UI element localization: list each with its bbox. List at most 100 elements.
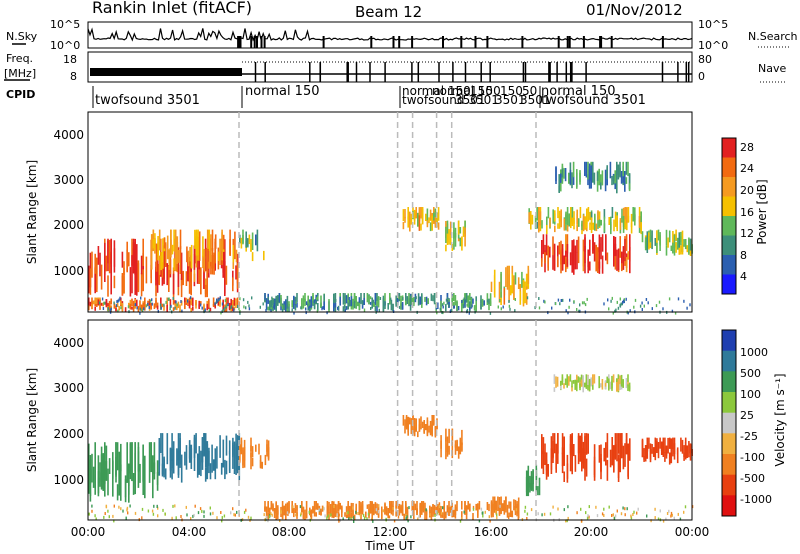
heat-cell <box>563 218 566 231</box>
nave-tick-bottom: 0 <box>698 70 705 83</box>
heat-cell <box>569 374 572 382</box>
heat-cell <box>628 183 631 192</box>
freq-dense-band <box>90 68 242 76</box>
heat-cell <box>113 519 115 523</box>
heat-cell <box>202 255 204 269</box>
heat-cell <box>465 505 468 514</box>
heat-cell <box>158 255 161 272</box>
heat-cell <box>461 501 463 510</box>
heat-cell <box>105 504 107 508</box>
heat-cell <box>293 295 295 309</box>
heat-cell <box>429 222 432 232</box>
heat-cell <box>345 295 348 304</box>
heat-cell <box>657 229 660 241</box>
heat-cell <box>464 501 466 510</box>
heat-cell <box>117 309 119 313</box>
heat-cell <box>328 299 330 312</box>
heat-cell <box>539 211 542 226</box>
heat-cell <box>418 207 421 221</box>
heat-cell <box>206 447 209 480</box>
heat-cell <box>275 501 277 514</box>
heat-cell <box>436 311 438 315</box>
heat-cell <box>366 517 368 521</box>
heat-cell <box>651 230 653 250</box>
heat-cell <box>638 207 641 223</box>
heat-cell <box>517 504 520 515</box>
heat-cell <box>144 455 146 499</box>
heat-cell <box>156 305 159 310</box>
heat-cell <box>220 511 222 514</box>
heat-cell <box>537 512 539 516</box>
heat-cell <box>502 305 504 309</box>
heat-cell <box>547 311 549 315</box>
heat-cell <box>589 212 591 220</box>
heat-cell <box>227 303 229 307</box>
heat-cell <box>421 501 423 511</box>
heat-cell <box>557 433 559 454</box>
heat-cell <box>624 171 626 192</box>
heat-cell <box>134 254 136 295</box>
heat-cell <box>197 511 200 515</box>
heat-cell <box>648 437 650 449</box>
heat-cell <box>407 207 409 220</box>
heat-cell <box>126 442 128 483</box>
heat-cell <box>579 383 581 391</box>
heat-cell <box>369 301 372 305</box>
heat-cell <box>678 242 681 255</box>
heat-cell <box>446 293 449 302</box>
heat-cell <box>92 300 95 305</box>
heat-cell <box>234 231 236 260</box>
heat-cell <box>500 510 502 513</box>
heat-cell <box>672 437 674 450</box>
heat-cell <box>619 375 621 385</box>
heat-cell <box>630 213 633 228</box>
heat-cell <box>233 441 236 474</box>
heat-cell <box>131 306 133 310</box>
heat-cell <box>609 449 612 468</box>
heat-cell <box>492 496 494 511</box>
heat-cell <box>99 462 101 487</box>
heat-cell <box>648 232 650 250</box>
heat-cell <box>228 302 231 311</box>
heat-cell <box>129 267 132 297</box>
heat-cell <box>398 305 401 309</box>
xtick-2000: 20:00 <box>574 525 609 539</box>
heat-cell <box>326 516 328 520</box>
heat-cell <box>222 309 224 313</box>
heat-cell <box>402 222 405 230</box>
heat-cell <box>508 274 510 302</box>
heat-cell <box>632 207 634 222</box>
heat-cell <box>415 296 417 300</box>
heat-cell <box>136 273 138 296</box>
heat-cell <box>547 245 549 255</box>
heat-cell <box>355 296 357 309</box>
heat-cell <box>153 442 156 474</box>
heat-cell <box>264 506 266 512</box>
heat-cell <box>606 433 609 458</box>
heat-cell <box>676 237 679 250</box>
heat-cell <box>199 303 202 307</box>
heat-cell <box>171 458 173 480</box>
heat-cell <box>576 209 578 225</box>
heat-cell <box>251 252 254 262</box>
heat-cell <box>141 516 143 520</box>
heat-cell <box>345 506 348 514</box>
heat-cell <box>194 504 196 508</box>
heat-cell <box>172 297 174 300</box>
heat-cell <box>673 234 676 248</box>
heat-cell <box>456 300 458 311</box>
heat-cell <box>299 505 302 509</box>
heat-cell <box>592 380 594 390</box>
heat-cell <box>680 236 682 242</box>
heat-cell <box>671 309 674 313</box>
heat-cell <box>459 237 462 247</box>
freq-label-line1: Freq. <box>6 52 33 65</box>
heat-cell <box>155 243 158 272</box>
heat-cell <box>630 222 633 234</box>
heat-cell <box>441 512 444 518</box>
heat-cell <box>446 300 449 305</box>
heat-cell <box>389 296 391 304</box>
heat-cell <box>614 247 617 270</box>
heat-cell <box>626 507 628 511</box>
heat-cell <box>318 510 321 515</box>
